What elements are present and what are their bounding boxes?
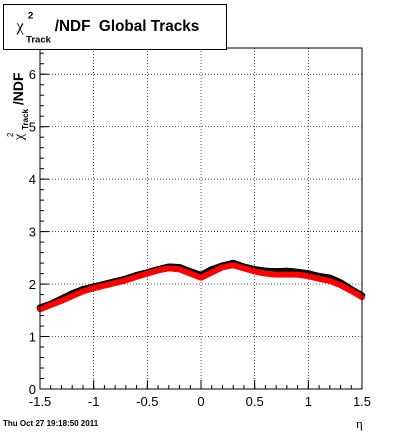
y-axis-label: χ Track /NDF 2 xyxy=(6,72,31,141)
timestamp: Thu Oct 27 19:18:50 2011 xyxy=(3,419,99,428)
y-tick-label: 2 xyxy=(29,277,36,292)
chart-title-sub: Track xyxy=(26,34,52,45)
data-series xyxy=(36,259,366,313)
svg-text:χ Track /NDF: χ Track /NDF xyxy=(10,72,31,141)
chart-title-sup: 2 xyxy=(28,10,33,21)
y-tick-label: 1 xyxy=(29,330,36,345)
y-axis-label-sup: 2 xyxy=(6,132,15,137)
x-tick-label: 0.5 xyxy=(246,394,264,409)
y-axis-label-sub: Track xyxy=(21,108,30,129)
x-tick-label: -1.5 xyxy=(29,394,51,409)
y-tick-label: 5 xyxy=(29,120,36,135)
chart-title-chi: χ xyxy=(15,17,24,35)
y-tick-label: 6 xyxy=(29,67,36,82)
y-tick-label: 3 xyxy=(29,225,36,240)
chart-title-box: χ 2 Track /NDF Global Tracks xyxy=(3,4,227,50)
x-tick-label: -0.5 xyxy=(136,394,158,409)
x-tick-label: 1.5 xyxy=(353,394,371,409)
chart-title-text: /NDF Global Tracks xyxy=(55,18,200,35)
y-axis-label-chi: χ xyxy=(12,133,27,141)
x-tick-label: 0 xyxy=(197,394,204,409)
axis-ticks xyxy=(39,52,363,390)
series-1 xyxy=(37,262,365,313)
x-axis-label: η xyxy=(356,416,363,431)
y-tick-label: 4 xyxy=(29,172,36,187)
x-tick-label: -1 xyxy=(88,394,100,409)
y-tick-label: 0 xyxy=(29,382,36,397)
grid-lines xyxy=(40,48,362,389)
x-tick-label: 1 xyxy=(305,394,312,409)
y-axis-label-rest: /NDF xyxy=(10,72,26,105)
tick-labels: -1.5 -1 -0.5 0 0.5 1 1.5 0 1 2 3 4 5 6 xyxy=(29,67,371,409)
